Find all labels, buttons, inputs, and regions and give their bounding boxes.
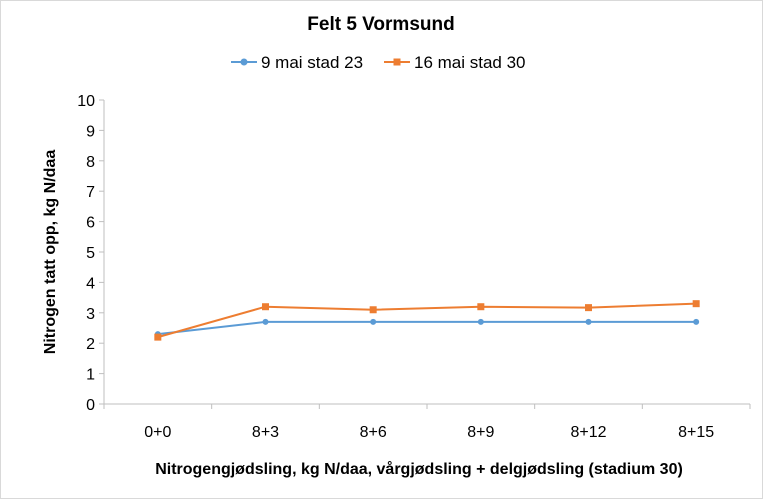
y-tick-label: 8 bbox=[86, 154, 95, 171]
y-tick-label: 0 bbox=[86, 397, 95, 414]
x-tick-label: 8+15 bbox=[678, 424, 714, 441]
legend: 9 mai stad 23 16 mai stad 30 bbox=[231, 53, 526, 72]
data-point bbox=[477, 303, 485, 311]
chart-title: Felt 5 Vormsund bbox=[307, 14, 454, 35]
y-tick-label: 6 bbox=[86, 215, 95, 232]
legend-label-series-2: 16 mai stad 30 bbox=[414, 53, 526, 72]
y-tick-label: 4 bbox=[86, 275, 95, 292]
data-point bbox=[477, 318, 484, 325]
y-tick-label: 10 bbox=[77, 93, 95, 110]
data-point bbox=[262, 303, 269, 311]
data-point bbox=[693, 318, 700, 325]
series-line bbox=[157, 302, 697, 339]
y-tick-label: 9 bbox=[86, 123, 95, 140]
series-layer bbox=[154, 300, 700, 341]
data-point bbox=[369, 306, 377, 314]
x-tick-label: 8+3 bbox=[252, 424, 279, 441]
y-tick-label: 1 bbox=[86, 367, 95, 384]
data-point bbox=[585, 304, 592, 312]
y-tick-label: 3 bbox=[86, 306, 95, 323]
x-axis-ticks: 0+0 8+3 8+6 8+9 8+12 8+15 bbox=[103, 404, 751, 441]
legend-label-series-1: 9 mai stad 23 bbox=[261, 53, 363, 72]
axes bbox=[103, 100, 750, 405]
y-axis-ticks: 0 1 2 3 4 5 6 7 8 9 10 bbox=[77, 93, 104, 414]
y-tick-label: 5 bbox=[86, 245, 95, 262]
x-tick-label: 8+9 bbox=[467, 424, 494, 441]
series-2 bbox=[154, 300, 700, 341]
x-tick-label: 0+0 bbox=[144, 424, 171, 441]
data-point bbox=[262, 318, 269, 325]
data-point bbox=[370, 318, 377, 325]
data-point bbox=[154, 333, 162, 341]
x-tick-label: 8+6 bbox=[360, 424, 387, 441]
y-tick-label: 2 bbox=[86, 336, 95, 353]
legend-item-series-2: 16 mai stad 30 bbox=[384, 53, 526, 72]
data-point bbox=[585, 318, 592, 325]
y-axis-label: Nitrogen tatt opp, kg N/daa bbox=[42, 150, 59, 355]
series-line bbox=[157, 320, 697, 336]
legend-item-series-1: 9 mai stad 23 bbox=[231, 53, 363, 72]
x-axis-label: Nitrogengjødsling, kg N/daa, vårgjødslin… bbox=[155, 460, 683, 478]
x-tick-label: 8+12 bbox=[570, 424, 606, 441]
y-tick-label: 7 bbox=[86, 184, 95, 201]
data-point bbox=[692, 300, 700, 308]
series-1 bbox=[154, 318, 700, 338]
